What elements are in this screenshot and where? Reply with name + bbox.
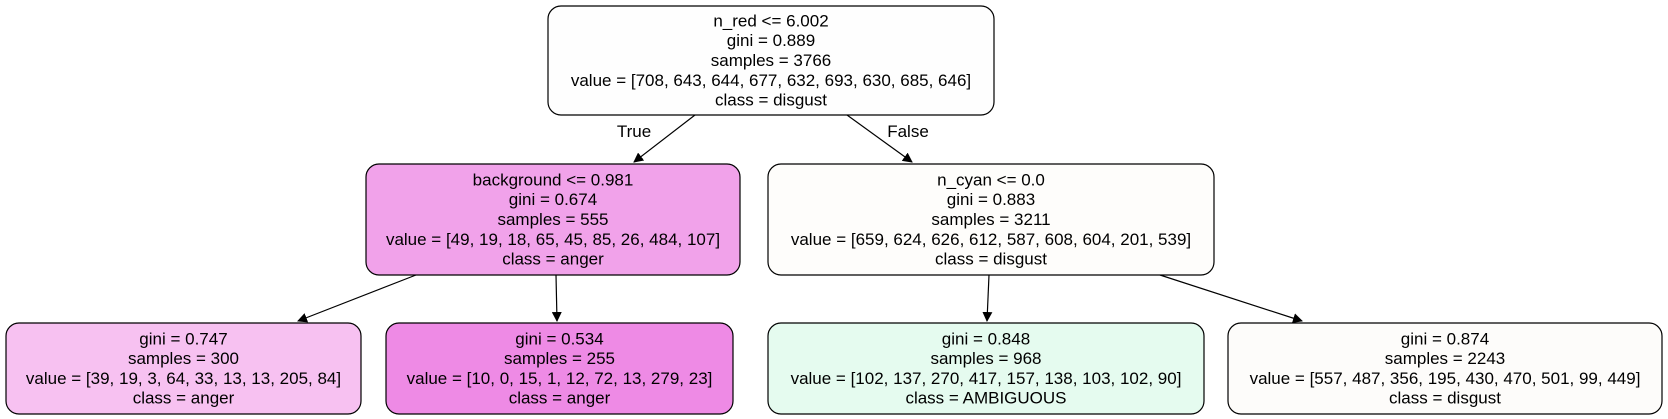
node-text-line: value = [10, 0, 15, 1, 12, 72, 13, 279, …: [407, 369, 713, 388]
node-text-line: gini = 0.883: [947, 190, 1035, 209]
node-text-line: value = [708, 643, 644, 677, 632, 693, 6…: [571, 71, 971, 90]
node-text-line: samples = 255: [504, 349, 615, 368]
node-text-line: class = disgust: [1389, 389, 1501, 408]
node-text-line: value = [102, 137, 270, 417, 157, 138, 1…: [791, 369, 1182, 388]
node-text-line: class = anger: [502, 250, 604, 269]
edge-root-to-n1: [633, 114, 696, 163]
node-text-line: samples = 555: [497, 210, 608, 229]
node-text-line: gini = 0.874: [1401, 329, 1489, 348]
node-text-line: gini = 0.889: [727, 31, 815, 50]
node-text-line: samples = 3766: [711, 51, 832, 70]
node-text-line: n_red <= 6.002: [713, 11, 828, 30]
edge-n1-to-n3: [297, 274, 417, 323]
node-text-line: n_cyan <= 0.0: [937, 170, 1045, 189]
edge-label-true: True: [617, 122, 651, 141]
node-text-line: class = disgust: [935, 250, 1047, 269]
node-text-line: gini = 0.848: [942, 329, 1030, 348]
node-text-line: class = anger: [509, 389, 611, 408]
node-text-line: value = [557, 487, 356, 195, 430, 470, 5…: [1250, 369, 1641, 388]
node-text-line: gini = 0.674: [509, 190, 597, 209]
edge-label-false: False: [887, 122, 929, 141]
node-text-line: gini = 0.534: [515, 329, 603, 348]
node-text-line: background <= 0.981: [473, 170, 634, 189]
node-text-line: samples = 3211: [931, 210, 1050, 229]
edge-n2-to-n5: [982, 274, 993, 322]
edge-root-to-n2: [846, 114, 913, 163]
node-text-line: samples = 300: [128, 349, 239, 368]
node-text-line: samples = 968: [930, 349, 1041, 368]
node-box: [365, 163, 741, 276]
node-box: [1227, 322, 1663, 415]
node-text-line: value = [659, 624, 626, 612, 587, 608, 6…: [791, 230, 1191, 249]
edge-n1-to-n4: [551, 274, 562, 322]
node-text-line: value = [49, 19, 18, 65, 45, 85, 26, 484…: [386, 230, 720, 249]
node-box: [767, 163, 1215, 276]
node-text-line: class = AMBIGUOUS: [905, 389, 1066, 408]
node-text-line: value = [39, 19, 3, 64, 33, 13, 13, 205,…: [26, 369, 341, 388]
node-box: [547, 5, 995, 116]
node-box: [767, 322, 1205, 415]
node-text-line: samples = 2243: [1385, 349, 1506, 368]
node-text-line: class = disgust: [715, 91, 827, 110]
node-box: [5, 322, 362, 415]
edge-n2-to-n6: [1159, 274, 1303, 323]
node-box: [385, 322, 734, 415]
node-text-line: class = anger: [133, 389, 235, 408]
node-text-line: gini = 0.747: [139, 329, 227, 348]
